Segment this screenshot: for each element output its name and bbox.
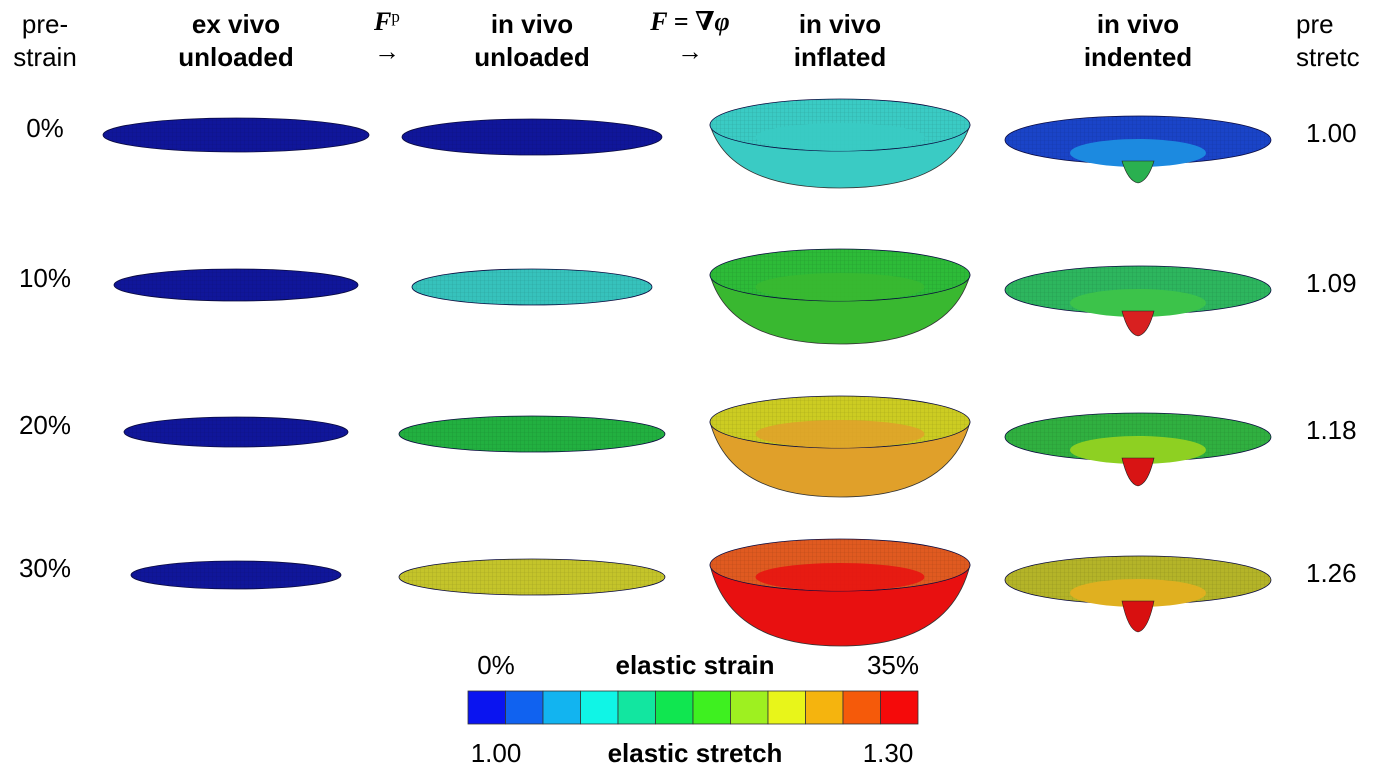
deformation-label: F = ∇φ: [649, 7, 729, 36]
colorbar-swatch: [806, 691, 844, 724]
row-header: pre-: [22, 9, 68, 39]
colorbar-min: 0%: [477, 650, 515, 680]
row-value: 1.26: [1306, 558, 1357, 588]
colorbar-max: 1.30: [863, 738, 914, 768]
row-label: 10%: [19, 263, 71, 293]
deformation-label: Fp: [373, 7, 400, 36]
colorbar-swatch: [768, 691, 806, 724]
in-vivo-shape-mesh: [412, 269, 652, 305]
indented-tip: [1122, 601, 1154, 632]
ex-vivo-shape-mesh: [131, 561, 341, 589]
row-label: 20%: [19, 410, 71, 440]
colorbar-swatch: [843, 691, 881, 724]
row-value: 1.09: [1306, 268, 1357, 298]
colorbar-swatch: [581, 691, 619, 724]
inflated-inner: [756, 420, 925, 448]
column-header: in vivo: [799, 9, 881, 39]
indented-tip: [1122, 311, 1154, 336]
colorbar-title: elastic stretch: [608, 738, 783, 768]
right-header: pre: [1296, 9, 1334, 39]
indented-tip: [1122, 458, 1154, 486]
row-label: 30%: [19, 553, 71, 583]
inflated-inner: [756, 123, 925, 151]
column-header: ex vivo: [192, 9, 280, 39]
indented-tip: [1122, 161, 1154, 183]
arrow: →: [677, 36, 703, 66]
colorbar-swatch: [618, 691, 656, 724]
column-header: in vivo: [491, 9, 573, 39]
column-header: indented: [1084, 42, 1192, 72]
colorbar-max: 35%: [867, 650, 919, 680]
right-header: stretc: [1296, 42, 1360, 72]
ex-vivo-shape-mesh: [114, 269, 358, 301]
colorbar-title: elastic strain: [616, 650, 775, 680]
colorbar-swatch: [731, 691, 769, 724]
colorbar-swatch: [693, 691, 731, 724]
in-vivo-shape-mesh: [402, 119, 662, 155]
colorbar-min: 1.00: [471, 738, 522, 768]
colorbar-swatch: [543, 691, 581, 724]
column-header: unloaded: [474, 42, 590, 72]
column-header: in vivo: [1097, 9, 1179, 39]
colorbar-swatch: [656, 691, 694, 724]
arrow: →: [374, 36, 400, 66]
symbol: F: [373, 7, 391, 36]
row-label: 0%: [26, 113, 64, 143]
ex-vivo-shape-mesh: [103, 118, 369, 152]
in-vivo-shape-mesh: [399, 559, 665, 595]
row-value: 1.18: [1306, 415, 1357, 445]
superscript: p: [391, 7, 400, 26]
figure: pre-strainprestretcex vivounloadedin viv…: [0, 0, 1373, 768]
colorbar-swatch: [881, 691, 919, 724]
colorbar-swatch: [506, 691, 544, 724]
in-vivo-shape-mesh: [399, 416, 665, 452]
ex-vivo-shape-mesh: [124, 417, 348, 447]
column-header: inflated: [794, 42, 886, 72]
row-header: strain: [13, 42, 77, 72]
row-value: 1.00: [1306, 118, 1357, 148]
column-header: unloaded: [178, 42, 294, 72]
colorbar-swatch: [468, 691, 506, 724]
inflated-inner: [756, 563, 925, 591]
inflated-inner: [756, 273, 925, 301]
